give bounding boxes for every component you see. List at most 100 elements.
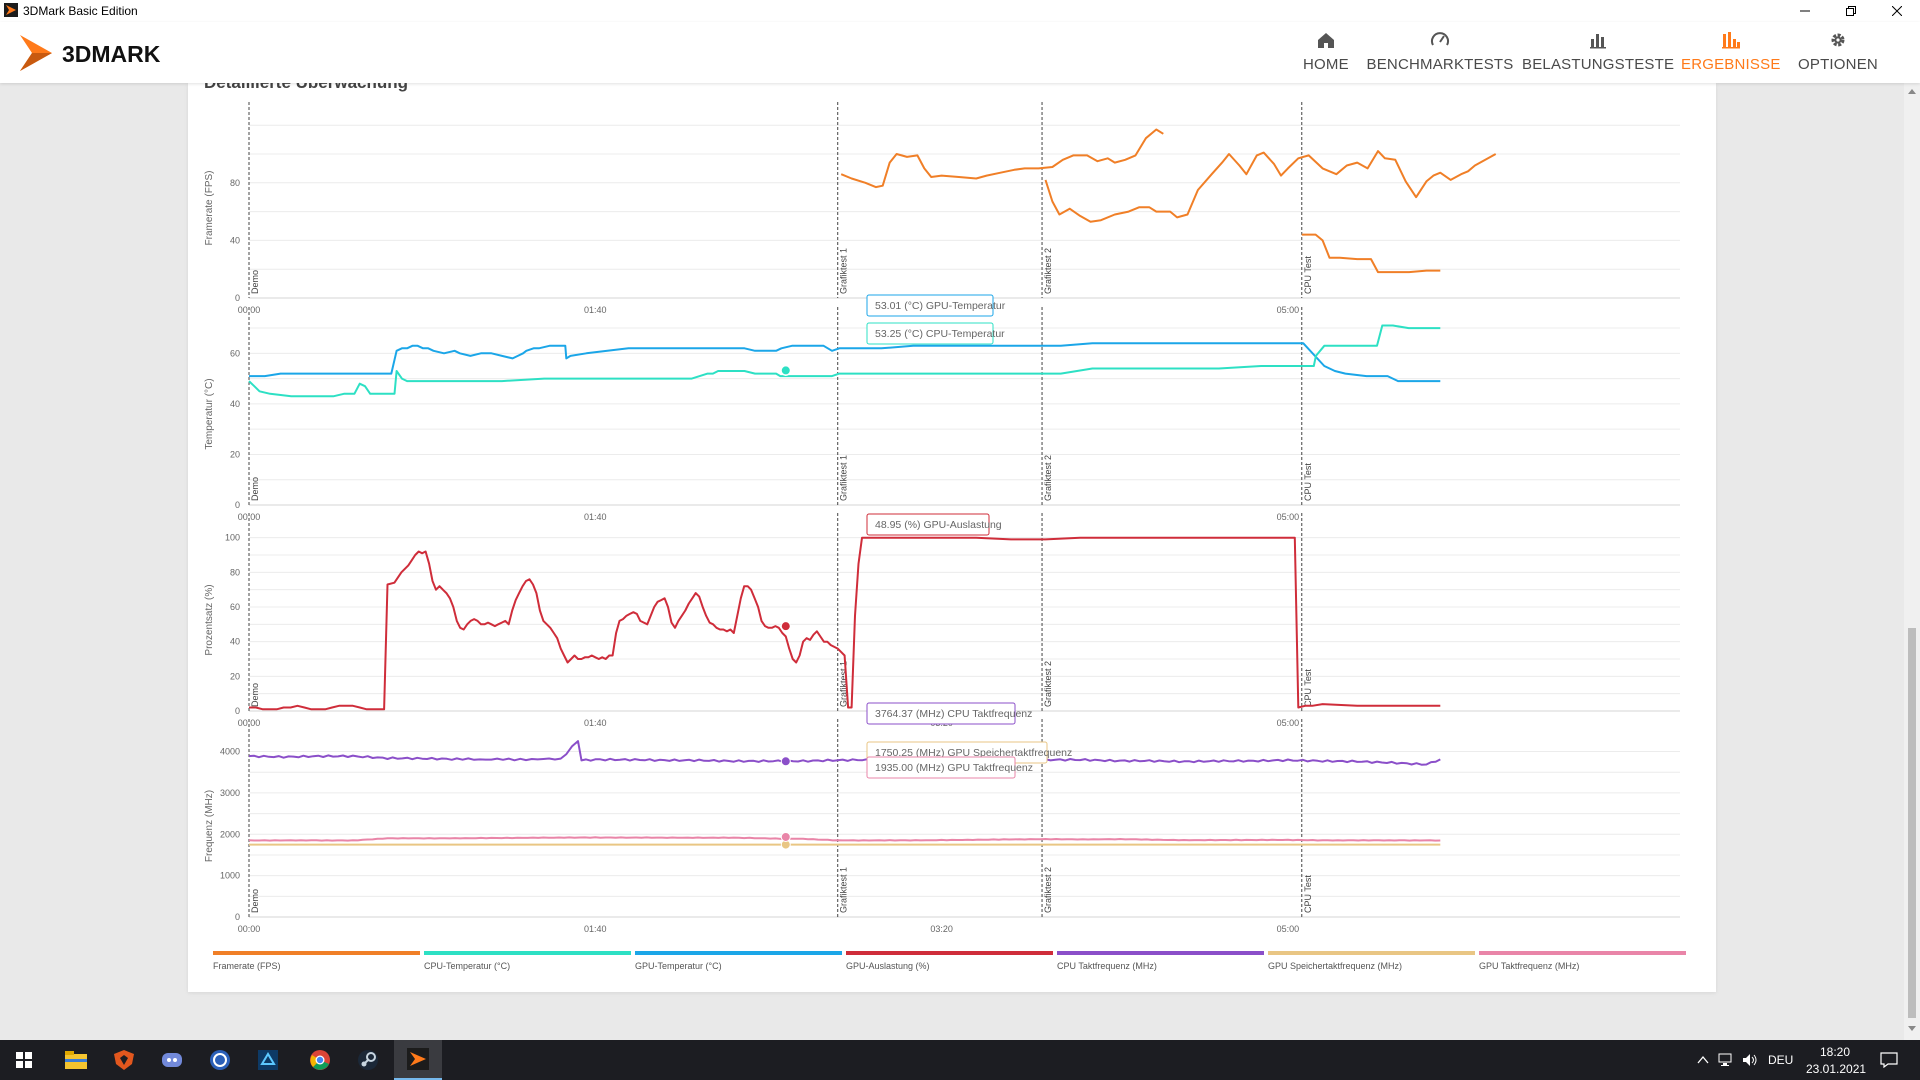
nav-benchmarktests[interactable]: BENCHMARKTESTS [1367, 30, 1514, 78]
marker-label: Grafiktest 2 [1043, 455, 1053, 501]
y-tick-label: 0 [235, 912, 240, 922]
scrollbar[interactable] [1904, 83, 1920, 1040]
x-tick-label: 05:00 [1277, 924, 1300, 934]
steam-button[interactable] [344, 1040, 392, 1080]
shield-app-button[interactable] [100, 1040, 148, 1080]
x-tick-label: 01:40 [584, 305, 607, 315]
minimize-button[interactable] [1782, 0, 1828, 22]
nav-belastungsteste[interactable]: BELASTUNGSTESTE [1522, 30, 1674, 78]
tooltip-point [780, 621, 791, 632]
tray-chevron-up-icon[interactable] [1697, 1054, 1709, 1066]
3dmark-taskbar-button[interactable] [394, 1040, 442, 1080]
y-tick-label: 60 [230, 348, 240, 358]
marker-label: Grafiktest 2 [1043, 867, 1053, 913]
y-tick-label: 40 [230, 235, 240, 245]
nav-label: BELASTUNGSTESTE [1522, 56, 1675, 73]
notification-icon[interactable] [1880, 1052, 1898, 1068]
x-tick-label: 00:00 [238, 512, 261, 522]
circle-app-icon [210, 1050, 230, 1070]
legend-label: CPU Taktfrequenz (MHz) [1057, 961, 1157, 971]
network-icon[interactable] [1718, 1053, 1734, 1067]
scroll-down-arrow-icon[interactable] [1908, 1026, 1916, 1031]
x-tick-label: 05:00 [1277, 512, 1300, 522]
tooltip-box [866, 294, 994, 317]
marker-label: Grafiktest 1 [839, 867, 849, 913]
nav-optionen[interactable]: OPTIONEN [1798, 30, 1878, 78]
3dmark-logo[interactable]: 3DMARK [18, 31, 228, 80]
chrome-button[interactable] [296, 1040, 344, 1080]
y-tick-label: 4000 [220, 747, 240, 757]
shield-app-icon [114, 1050, 134, 1070]
taskbar: DEU 18:20 23.01.2021 [0, 1040, 1920, 1080]
y-tick-label: 1000 [220, 871, 240, 881]
x-tick-label: 05:00 [1277, 305, 1300, 315]
volume-icon[interactable] [1742, 1053, 1758, 1067]
tooltip-box [866, 322, 994, 345]
x-tick-label: 01:40 [584, 924, 607, 934]
legend-label: CPU-Temperatur (°C) [424, 961, 510, 971]
x-tick-label: 03:20 [930, 924, 953, 934]
results-icon [1721, 32, 1740, 49]
y-axis-label: Temperatur (°C) [204, 378, 215, 449]
scroll-thumb[interactable] [1908, 628, 1916, 1018]
legend-label: GPU-Temperatur (°C) [635, 961, 722, 971]
tooltip-box [866, 702, 1016, 725]
series-line [248, 836, 1441, 842]
y-tick-label: 100 [225, 533, 240, 543]
y-axis-label: Prozentsatz (%) [204, 584, 215, 655]
nav-label: HOME [1303, 56, 1349, 73]
discord-icon [162, 1053, 182, 1067]
window-titlebar: 3DMark Basic Edition [0, 0, 1920, 22]
3dmark-app-icon [4, 3, 18, 17]
clock-date[interactable]: 23.01.2021 [1806, 1062, 1867, 1076]
discord-button[interactable] [148, 1040, 196, 1080]
circle-app-button[interactable] [196, 1040, 244, 1080]
language-indicator[interactable]: DEU [1768, 1053, 1794, 1067]
y-tick-label: 0 [235, 500, 240, 510]
y-tick-label: 40 [230, 637, 240, 647]
bar-chart-icon [1590, 34, 1607, 49]
tooltip-box [866, 513, 990, 536]
tooltip-text: 48.95 (%) GPU-Auslastung [875, 519, 1002, 531]
tooltip-text: 53.25 (°C) CPU-Temperatur [875, 328, 1005, 340]
series-line [248, 740, 1441, 766]
system-app-icon [258, 1050, 278, 1070]
clock-time[interactable]: 18:20 [1820, 1045, 1851, 1059]
series-line [1301, 233, 1441, 274]
x-tick-label: 00:00 [238, 718, 261, 728]
gauge-icon [1431, 32, 1449, 46]
start-button[interactable] [0, 1040, 48, 1080]
restore-icon [1846, 6, 1856, 16]
nav-label: ERGEBNISSE [1681, 56, 1781, 73]
file-explorer-button[interactable] [52, 1040, 100, 1080]
chrome-icon [310, 1050, 330, 1070]
restore-button[interactable] [1828, 0, 1874, 22]
x-tick-label: 05:00 [1277, 718, 1300, 728]
legend-swatch [1479, 951, 1686, 955]
y-tick-label: 20 [230, 449, 240, 459]
x-tick-label: 01:40 [584, 512, 607, 522]
chart-3: 02040608010000:0001:4003:2005:00Prozents… [204, 513, 1680, 728]
legend-label: GPU Speichertaktfrequenz (MHz) [1268, 961, 1402, 971]
series-line [840, 128, 1164, 189]
legend-swatch [635, 951, 842, 955]
section-title: Detaillierte Überwachung [204, 83, 408, 93]
monitoring-charts[interactable]: 0 40 80 00:00 01:40 03:20 05:00 Framerate (FPS)… [188, 83, 1716, 992]
detailed-monitoring-card: Detaillierte Überwachung 0 40 80 00:00 01:40… [188, 83, 1716, 992]
close-button[interactable] [1874, 0, 1920, 22]
scroll-up-arrow-icon[interactable] [1908, 89, 1916, 94]
y-tick-label: 80 [230, 178, 240, 188]
nav-ergebnisse[interactable]: ERGEBNISSE [1681, 30, 1781, 78]
y-tick-label: 3000 [220, 788, 240, 798]
window-title: 3DMark Basic Edition [23, 4, 138, 18]
nav-home[interactable]: HOME [1303, 30, 1349, 78]
series-line [249, 536, 1441, 711]
marker-label: Grafiktest 1 [839, 248, 849, 294]
system-app-button[interactable] [244, 1040, 292, 1080]
legend-label: GPU-Auslastung (%) [846, 961, 930, 971]
marker-label: Demo [250, 889, 260, 913]
y-tick-label: 80 [230, 567, 240, 577]
x-tick-label: 00:00 [238, 924, 261, 934]
legend-swatch [1268, 951, 1475, 955]
series-line [1044, 150, 1497, 223]
